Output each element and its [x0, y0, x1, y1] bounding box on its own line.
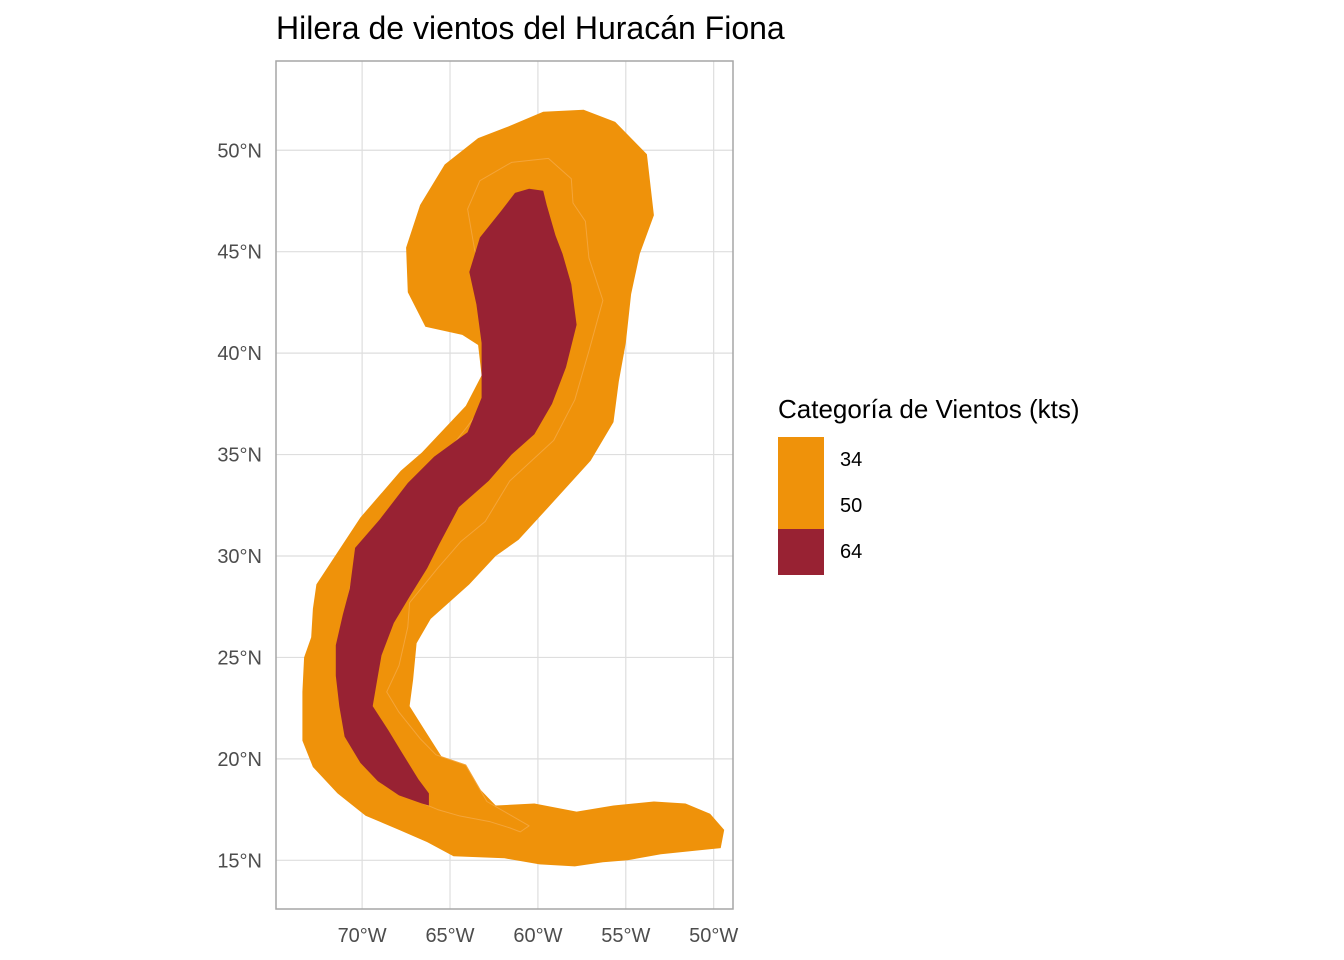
legend-label-64: 64	[840, 540, 863, 563]
y-tick-label: 50°N	[217, 140, 262, 162]
legend-label-50: 50	[840, 494, 863, 517]
wind-swath-34	[302, 109, 725, 867]
legend-key-34	[778, 437, 824, 483]
x-axis-ticks: 70°W 65°W 60°W 55°W 50°W	[338, 925, 739, 947]
legend-item-50: 50	[778, 483, 1080, 529]
y-tick-label: 40°N	[217, 343, 262, 365]
legend-key-64	[778, 529, 824, 575]
legend-title: Categoría de Vientos (kts)	[778, 394, 1080, 424]
y-tick-label: 30°N	[217, 546, 262, 568]
wind-swaths	[302, 109, 725, 867]
legend-key-50	[778, 483, 824, 529]
plot-title: Hilera de vientos del Huracán Fiona	[276, 10, 785, 46]
x-tick-label: 65°W	[425, 925, 474, 947]
legend-item-64: 64	[778, 529, 1080, 575]
wind-swath-64	[335, 188, 577, 806]
panel-border	[275, 60, 734, 910]
y-tick-label: 45°N	[217, 242, 262, 264]
y-tick-label: 15°N	[217, 850, 262, 872]
x-tick-label: 55°W	[601, 925, 650, 947]
y-axis-ticks: 15°N 20°N 25°N 30°N 35°N 40°N 45°N 50°N	[217, 140, 262, 872]
x-tick-label: 50°W	[689, 925, 738, 947]
legend-label-34: 34	[840, 448, 863, 471]
x-tick-label: 60°W	[513, 925, 562, 947]
x-tick-label: 70°W	[338, 925, 387, 947]
y-tick-label: 25°N	[217, 647, 262, 669]
y-tick-label: 20°N	[217, 749, 262, 771]
legend: Categoría de Vientos (kts) 34 50 64	[778, 394, 1080, 575]
y-tick-label: 35°N	[217, 445, 262, 467]
legend-item-34: 34	[778, 437, 1080, 483]
